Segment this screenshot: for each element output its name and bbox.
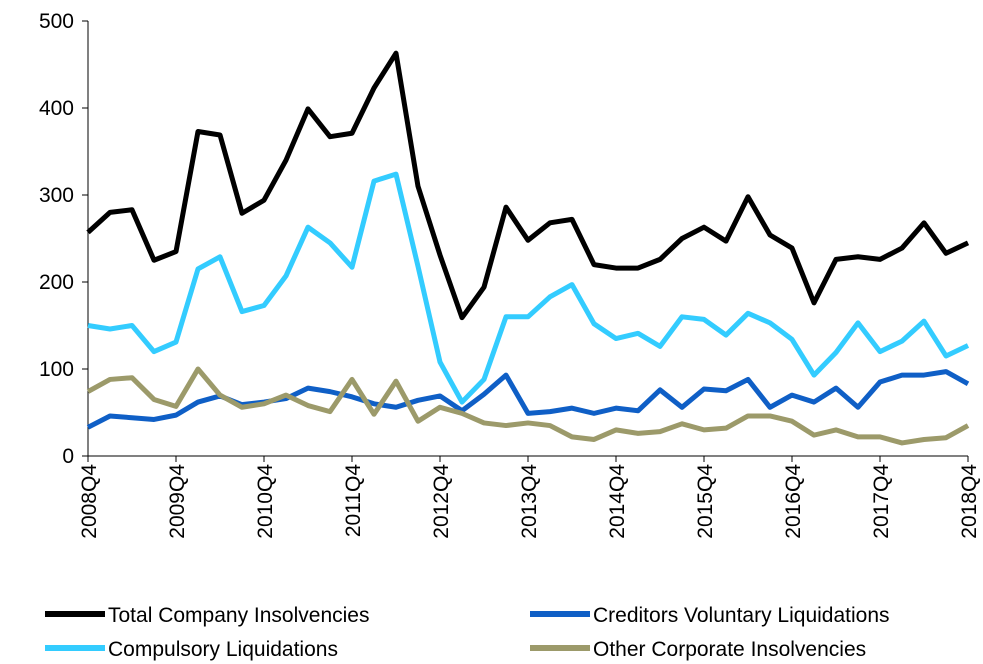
y-tick-label: 300 [39,184,74,207]
x-tick-label: 2017Q4 [870,464,893,539]
y-tick-label: 500 [39,10,74,33]
x-tick-label: 2008Q4 [78,464,101,539]
series-line [87,171,970,405]
legend-label: Other Corporate Insolvencies [593,638,866,661]
x-tick-label: 2018Q4 [958,464,981,539]
x-tick-label: 2012Q4 [430,464,453,539]
x-tick-label: 2010Q4 [254,464,277,539]
x-tick-label: 2009Q4 [166,464,189,539]
x-tick-label: 2014Q4 [606,464,629,539]
x-tick-label: 2011Q4 [342,464,365,537]
y-tick-label: 400 [39,97,74,120]
legend-label: Compulsory Liquidations [108,638,338,661]
x-tick-label: 2013Q4 [518,464,541,539]
series-line [86,369,970,430]
legend-label: Creditors Voluntary Liquidations [593,604,890,627]
legend-label: Total Company Insolvencies [108,604,369,627]
x-tick-label: 2015Q4 [694,464,717,539]
y-tick-label: 100 [39,358,74,381]
series-line [86,366,970,446]
x-tick-label: 2016Q4 [782,464,805,539]
y-tick-label: 0 [62,445,74,468]
series-line [86,50,970,321]
y-tick-label: 200 [39,271,74,294]
